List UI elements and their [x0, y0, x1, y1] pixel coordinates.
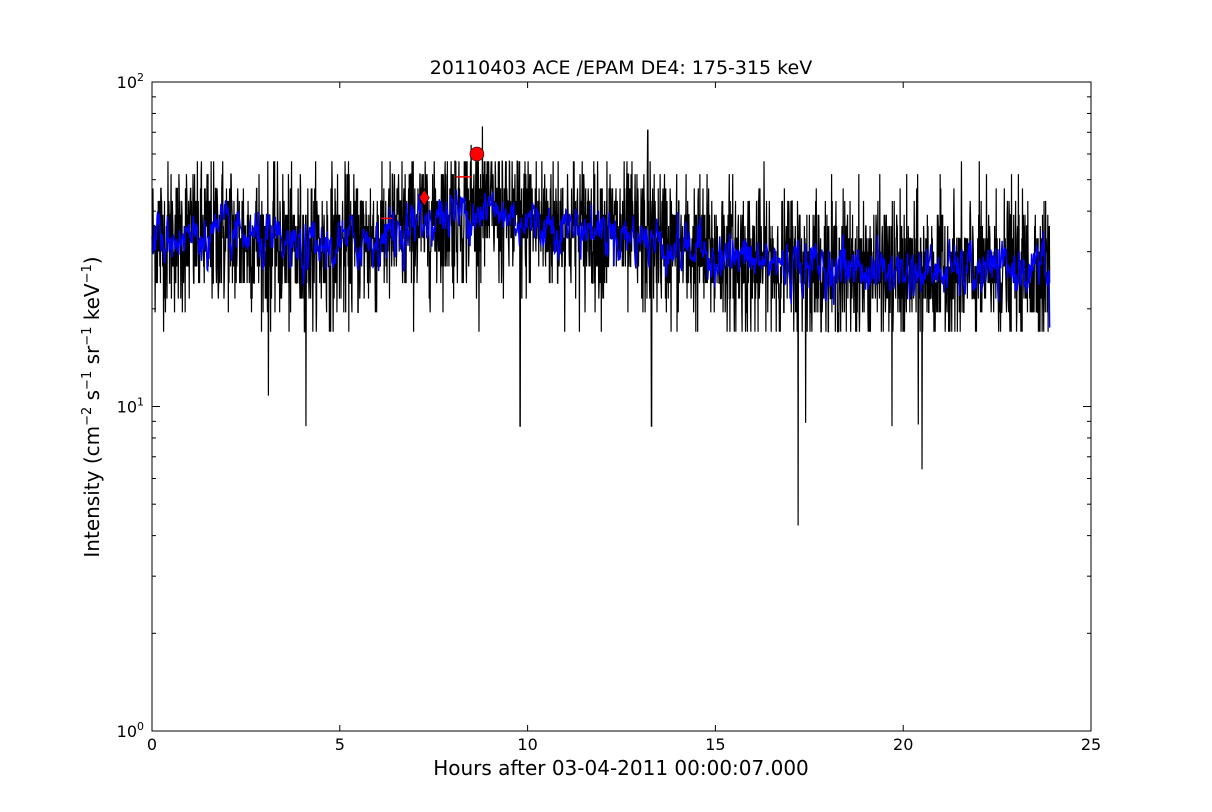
- series-smoothed-line: [151, 189, 1051, 328]
- y-axis-label-group: Intensity (cm−2 s−1 sr−1 keV−1): [80, 256, 104, 557]
- x-axis-label: Hours after 03-04-2011 00:00:07.000: [433, 756, 809, 780]
- y-axis-label: Intensity (cm−2 s−1 sr−1 keV−1): [80, 256, 104, 557]
- x-axis: 0 5 10 15 20 25: [147, 82, 1101, 754]
- y-tick-label: 100: [117, 720, 144, 741]
- chart-title: 20110403 ACE /EPAM DE4: 175-315 keV: [430, 57, 812, 79]
- x-tick-label: 5: [335, 735, 345, 754]
- marker-diamond: [418, 189, 430, 207]
- plot-background: [152, 82, 1091, 731]
- y-axis: 100 101 102: [117, 71, 1091, 741]
- x-tick-label: 25: [1081, 735, 1101, 754]
- marker-layer: [381, 146, 485, 220]
- y-tick-label: 101: [117, 396, 144, 417]
- y-tick-label: 102: [117, 71, 144, 92]
- x-tick-label: 20: [893, 735, 913, 754]
- x-tick-label: 10: [517, 735, 537, 754]
- x-tick-label: 0: [147, 735, 157, 754]
- x-tick-label: 15: [705, 735, 725, 754]
- plot-area: [151, 82, 1091, 731]
- marker-circle: [469, 146, 485, 162]
- series-layer: [151, 126, 1051, 526]
